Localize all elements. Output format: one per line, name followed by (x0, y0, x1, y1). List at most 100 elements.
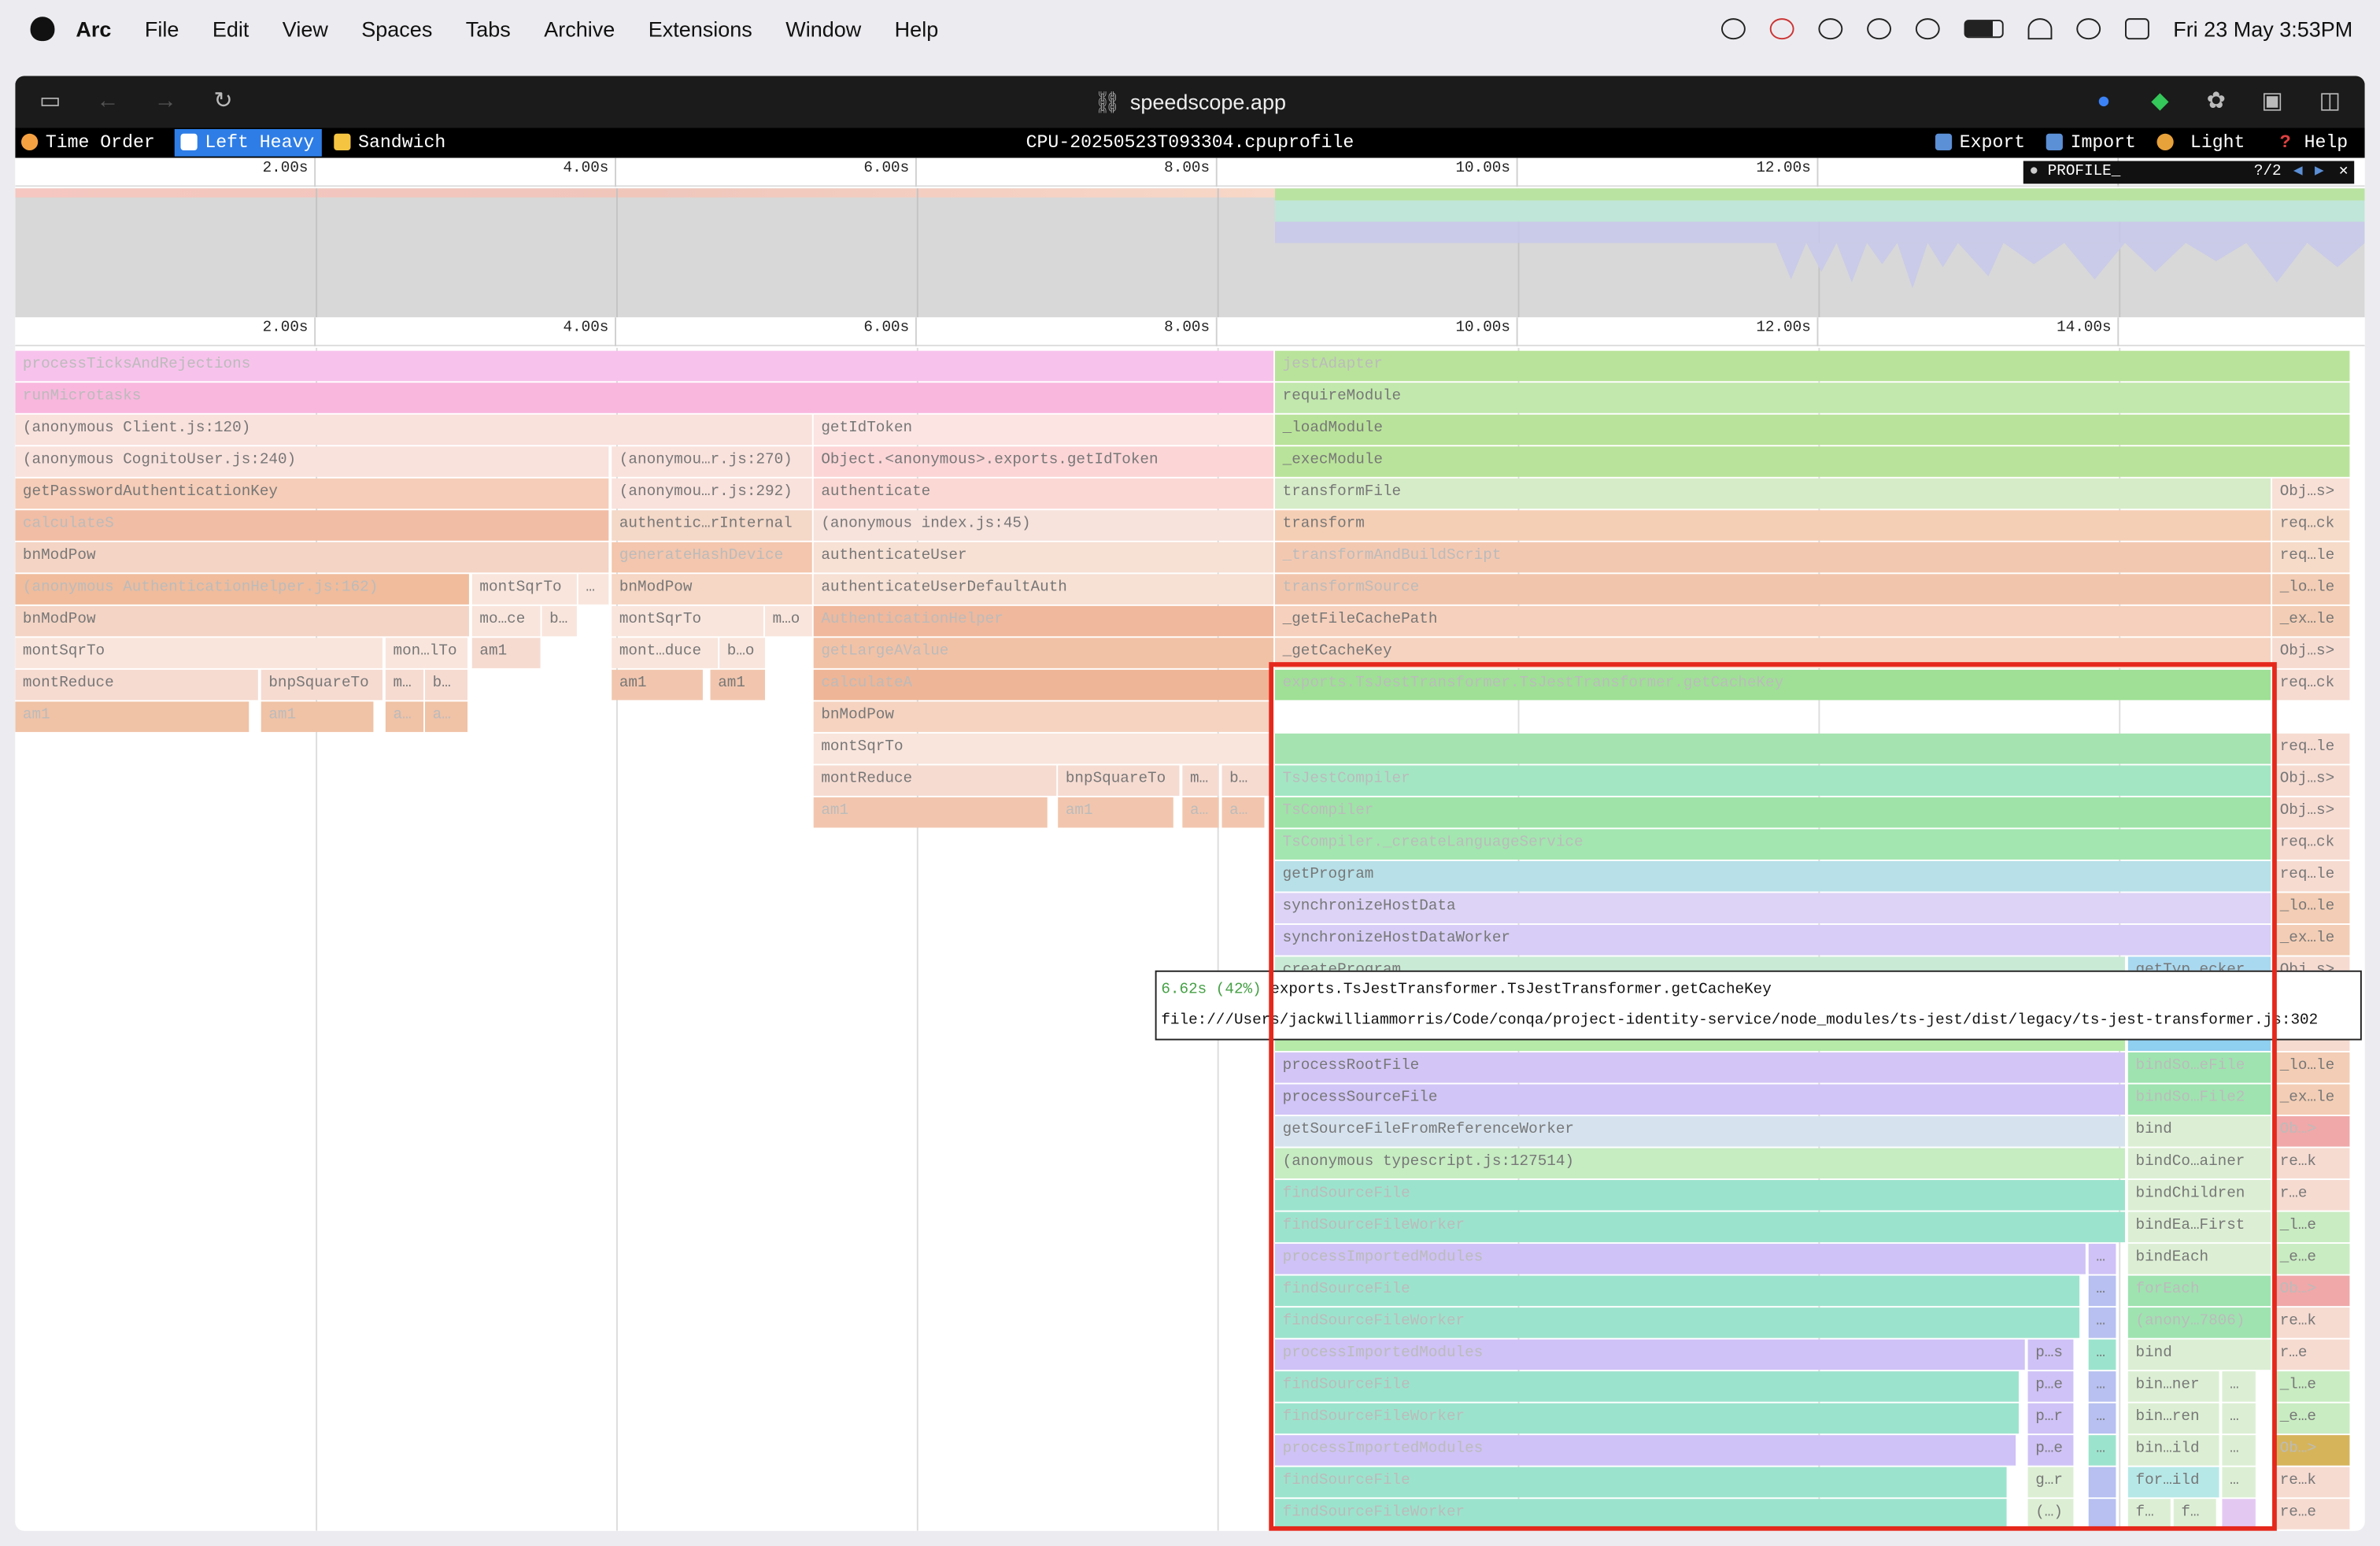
frame-object-getIdToken[interactable]: Object.<anonymous>.exports.getIdToken (813, 446, 1274, 477)
frame-m[interactable]: m… (385, 669, 424, 701)
frame-ellipsis[interactable]: … (2222, 1466, 2256, 1498)
profile-selector[interactable]: ● PROFILE_ ?/2 ◀ ▶ ✕ (2023, 161, 2355, 184)
url-bar[interactable]: ⛓ speedscope.app (15, 76, 2364, 128)
frame-TsJestCompiler[interactable]: TsJestCompiler (1274, 765, 2271, 796)
frame-ellipsis[interactable]: … (2088, 1307, 2116, 1338)
sandwich-button[interactable]: Sandwich (328, 129, 453, 157)
frame-ob[interactable]: Ob…> (2272, 1435, 2350, 1466)
frame-bin-ild[interactable]: bin…ild (2127, 1435, 2219, 1466)
frame-runMicrotasks[interactable]: runMicrotasks (15, 383, 1274, 413)
frame-req[interactable]: req…ck (2272, 829, 2350, 860)
frame-processImportedModules[interactable]: processImportedModules (1274, 1435, 2016, 1466)
frame-ellipsis[interactable]: … (2088, 1371, 2116, 1402)
frame-req[interactable]: req…ck (2272, 510, 2350, 541)
frame-anony-7806[interactable]: (anony…7806) (2127, 1307, 2271, 1338)
frame-getLargeAValue[interactable]: getLargeAValue (813, 638, 1274, 668)
frame-obj[interactable]: Obj…s> (2272, 797, 2350, 828)
frame-r-e[interactable]: r…e (2272, 1339, 2350, 1370)
frame-am1[interactable]: am1 (261, 701, 374, 732)
frame-authenticateUserDefaultAuth[interactable]: authenticateUserDefaultAuth (813, 574, 1274, 605)
export-button[interactable]: Export (1929, 129, 2033, 157)
menu-arc[interactable]: Arc (76, 17, 112, 42)
frame-am1[interactable]: am1 (15, 701, 249, 732)
frame-bnModPow[interactable]: bnModPow (813, 701, 1274, 732)
frame-ellipsis[interactable]: … (2222, 1435, 2256, 1466)
frame-getFileCachePath[interactable]: _getFileCachePath (1274, 605, 2271, 637)
menu-file[interactable]: File (144, 17, 179, 42)
frame-e-e[interactable]: _e…e (2272, 1244, 2350, 1274)
frame-for-ild[interactable]: for…ild (2127, 1466, 2219, 1498)
frame-ellipsis[interactable]: … (578, 574, 609, 605)
frame-anon-270[interactable]: (anonymou…r.js:270) (612, 446, 812, 477)
time-order-button[interactable]: Time Order (15, 129, 162, 157)
frame-re-k[interactable]: re…k (2272, 1148, 2350, 1179)
frame-transformAndBuildScript[interactable]: _transformAndBuildScript (1274, 542, 2271, 573)
frame-getIdToken[interactable]: getIdToken (813, 414, 1274, 446)
frame-mont-duce[interactable]: mont…duce (612, 638, 719, 668)
frame-a[interactable]: a… (385, 701, 424, 732)
frame-r-e[interactable]: re…e (2272, 1499, 2350, 1529)
import-button[interactable]: Import (2040, 129, 2144, 157)
frame-ellipsis[interactable]: … (2088, 1403, 2116, 1434)
frame-p-e[interactable]: p…e (2027, 1371, 2074, 1402)
frame-montSqrTo[interactable]: montSqrTo (612, 605, 764, 637)
frame-bnModPow[interactable]: bnModPow (612, 574, 812, 605)
frame-ob[interactable]: Ob…> (2272, 1116, 2350, 1147)
frame-b[interactable]: b… (1221, 765, 1274, 796)
close-icon[interactable]: ✕ (2338, 164, 2349, 181)
frame-transformFile[interactable]: transformFile (1274, 478, 2271, 509)
frame-ex[interactable]: _ex…le (2272, 924, 2350, 956)
frame-b[interactable]: b… (541, 605, 577, 637)
frame-calculateS[interactable]: calculateS (15, 510, 609, 541)
frame-ellipsis[interactable]: … (2088, 1244, 2116, 1274)
capture-icon[interactable]: ▣ (2261, 87, 2283, 114)
frame-ellipsis[interactable] (2088, 1466, 2116, 1498)
frame-anon-index[interactable]: (anonymous index.js:45) (813, 510, 1274, 541)
frame-bin-ner[interactable]: bin…ner (2127, 1371, 2219, 1402)
frame-a[interactable]: a… (1182, 797, 1219, 828)
frame-b[interactable]: b… (424, 669, 468, 701)
frame-bindEach[interactable]: bindEach (2127, 1244, 2271, 1274)
frame-obj[interactable]: Obj…s> (2272, 765, 2350, 796)
frame-requireModule[interactable]: requireModule (1274, 383, 2350, 413)
frame-mo-ce[interactable]: mo…ce (471, 605, 541, 637)
frame-bnpSquareTo[interactable]: bnpSquareTo (1058, 765, 1180, 796)
frame-ellipsis[interactable] (2222, 1499, 2256, 1529)
frame-e-e[interactable]: _e…e (2272, 1403, 2350, 1434)
frame-bnpSquareTo[interactable]: bnpSquareTo (261, 669, 382, 701)
play-tray-icon[interactable] (1915, 18, 1940, 40)
frame-re-k[interactable]: re…k (2272, 1466, 2350, 1498)
help-button[interactable]: ? Help (2274, 129, 2356, 157)
clock[interactable]: Fri 23 May 3:53PM (2173, 17, 2353, 42)
menu-extensions[interactable]: Extensions (648, 17, 752, 42)
frame-req[interactable]: req…le (2272, 733, 2350, 764)
onepassword-tray-icon[interactable] (1720, 18, 1746, 40)
frame-getPasswordAuthenticationKey[interactable]: getPasswordAuthenticationKey (15, 478, 609, 509)
frame-synchronizeHostDataWorker[interactable]: synchronizeHostDataWorker (1274, 924, 2271, 956)
frame-findSourceFile[interactable]: findSourceFile (1274, 1466, 2007, 1498)
chatgpt-icon[interactable]: ✿ (2206, 87, 2226, 114)
frame-bindCo-ainer[interactable]: bindCo…ainer (2127, 1148, 2271, 1179)
frame-anon-authhelper[interactable]: (anonymous AuthenticationHelper.js:162) (15, 574, 469, 605)
frame-bindSo-File2[interactable]: bindSo…File2 (2127, 1084, 2271, 1115)
frame-g-r[interactable]: g…r (2027, 1466, 2074, 1498)
spotlight-search-icon[interactable] (2075, 18, 2101, 40)
sidebar-toggle-icon[interactable]: ▭ (39, 87, 61, 114)
frame-findSourceFileWorker[interactable]: findSourceFileWorker (1274, 1307, 2080, 1338)
frame-l-e[interactable]: _l…e (2272, 1371, 2350, 1402)
frame-bind[interactable]: bind (2127, 1116, 2271, 1147)
frame-am1[interactable]: am1 (1058, 797, 1173, 828)
frame-p-r[interactable]: p…r (2027, 1403, 2074, 1434)
frame-f[interactable]: f… (2173, 1499, 2216, 1529)
frame-req[interactable]: req…le (2272, 542, 2350, 573)
frame-generateHashDevice[interactable]: generateHashDevice (612, 542, 812, 573)
frame-loadModule[interactable]: _loadModule (1274, 414, 2350, 446)
frame-obj[interactable]: Obj…s> (2272, 478, 2350, 509)
frame-findSourceFileWorker[interactable]: findSourceFileWorker (1274, 1499, 2007, 1529)
frame-processImportedModules[interactable]: processImportedModules (1274, 1244, 2086, 1274)
frame-req[interactable]: req…le (2272, 860, 2350, 892)
menu-edit[interactable]: Edit (212, 17, 249, 42)
frame-getSourceFileFromReferenceWorker[interactable]: getSourceFileFromReferenceWorker (1274, 1116, 2125, 1147)
frame-transform[interactable]: transform (1274, 510, 2271, 541)
frame-anon-client[interactable]: (anonymous Client.js:120) (15, 414, 812, 446)
